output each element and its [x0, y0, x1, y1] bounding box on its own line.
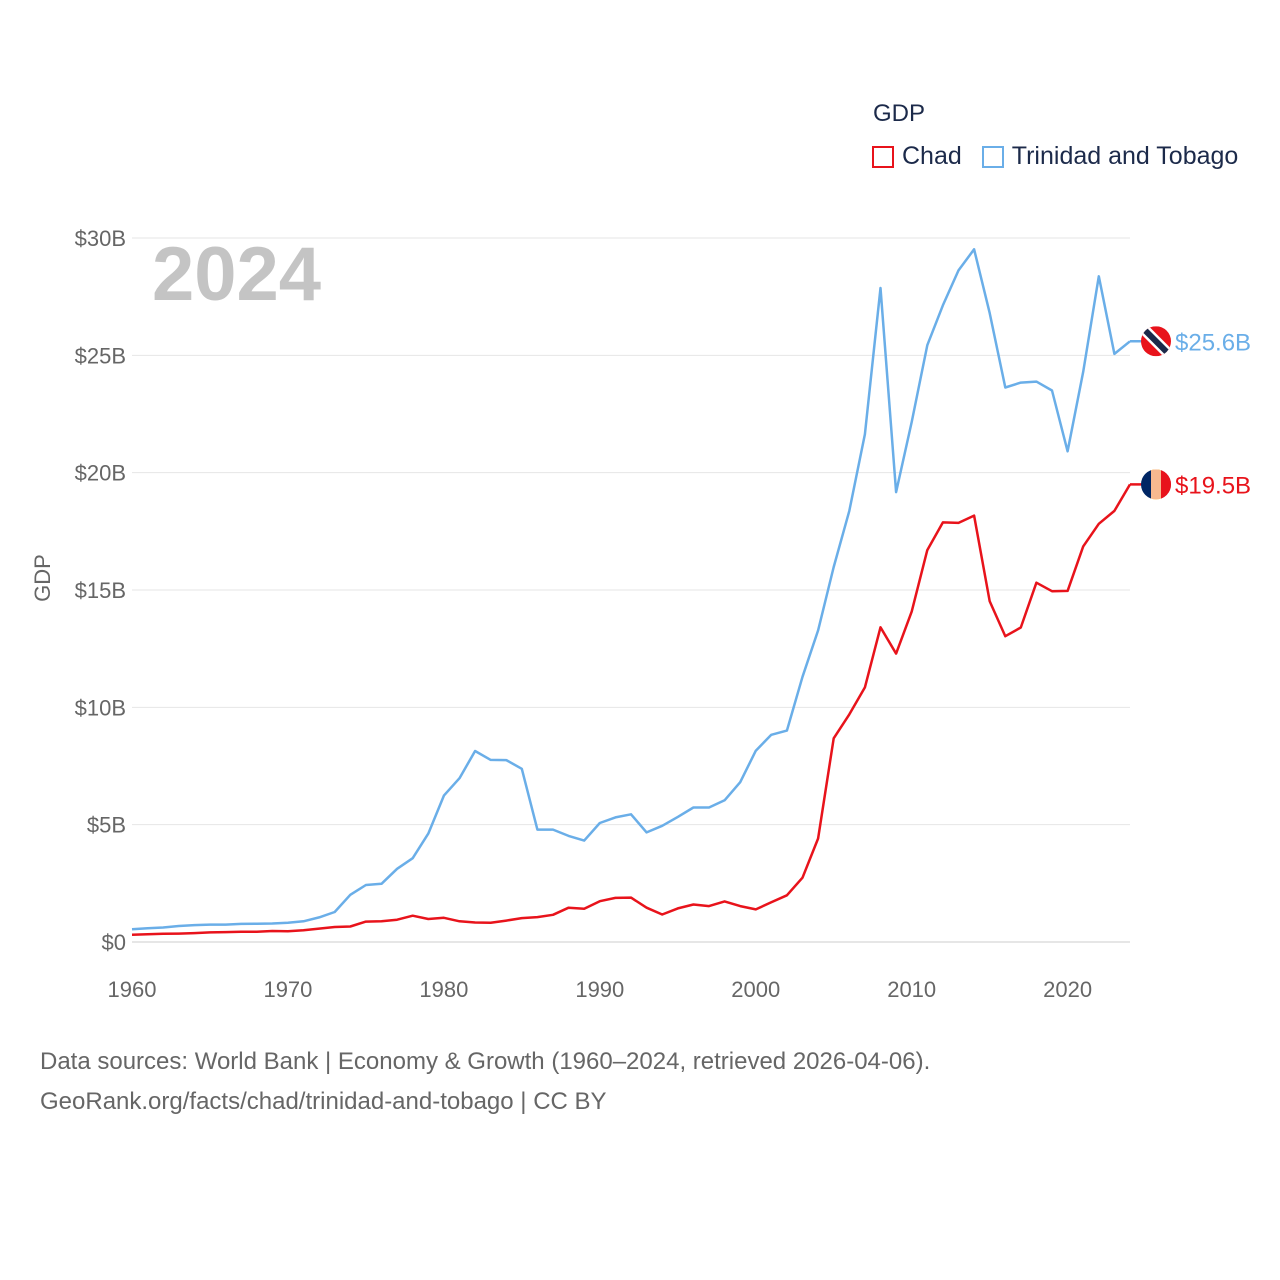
legend-swatch-trinidad-and-tobago: [981, 145, 1004, 168]
x-tick-label: 1990: [575, 977, 624, 1002]
y-tick-label: $0: [102, 930, 126, 955]
end-label-chad: $19.5B: [1175, 472, 1251, 499]
y-tick-label: $30B: [75, 226, 126, 251]
x-tick-label: 1970: [263, 977, 312, 1002]
trinidad-and-tobago-flag-icon: [1141, 326, 1171, 357]
end-label-trinidad-and-tobago: $25.6B: [1175, 329, 1251, 356]
y-tick-label: $15B: [75, 578, 126, 603]
chad-flag-icon: [1141, 469, 1171, 500]
legend-swatch-chad: [872, 145, 894, 168]
y-axis-ticks: $0 $5B $10B $15B $20B $25B $30B: [75, 226, 126, 955]
footer-link[interactable]: GeoRank.org/facts/chad/trinidad-and-toba…: [40, 1088, 607, 1115]
x-tick-label: 2020: [1043, 977, 1092, 1002]
legend: Chad Trinidad and Tobago: [872, 142, 1258, 171]
y-tick-label: $20B: [75, 461, 126, 486]
y-tick-label: $10B: [75, 695, 126, 720]
footer-sources: Data sources: World Bank | Economy & Gro…: [40, 1048, 931, 1075]
x-tick-label: 1960: [108, 977, 157, 1002]
legend-title: GDP: [873, 100, 926, 127]
gridlines: [132, 237, 1130, 943]
y-axis-title: GDP: [30, 554, 55, 602]
x-axis-ticks: 1960 1970 1980 1990 2000 2010 2020: [108, 977, 1093, 1002]
legend-item-chad[interactable]: Chad: [872, 142, 962, 171]
y-tick-label: $25B: [75, 343, 126, 368]
legend-label-trinidad-and-tobago: Trinidad and Tobago: [1011, 142, 1239, 170]
series-line-trinidad-and-tobago: [131, 248, 1131, 931]
footer: Data sources: World Bank | Economy & Gro…: [40, 1042, 930, 1122]
year-label: 2024: [152, 232, 321, 317]
x-tick-label: 2010: [887, 977, 936, 1002]
x-tick-label: 2000: [731, 977, 780, 1002]
legend-label-chad: Chad: [902, 142, 962, 170]
series-line-chad: [131, 483, 1132, 936]
y-tick-label: $5B: [87, 813, 126, 838]
legend-item-trinidad-and-tobago[interactable]: Trinidad and Tobago: [981, 142, 1239, 171]
end-markers: $19.5B $25.6B: [1130, 326, 1251, 500]
series-lines: [131, 248, 1132, 936]
x-tick-label: 1980: [419, 977, 468, 1002]
